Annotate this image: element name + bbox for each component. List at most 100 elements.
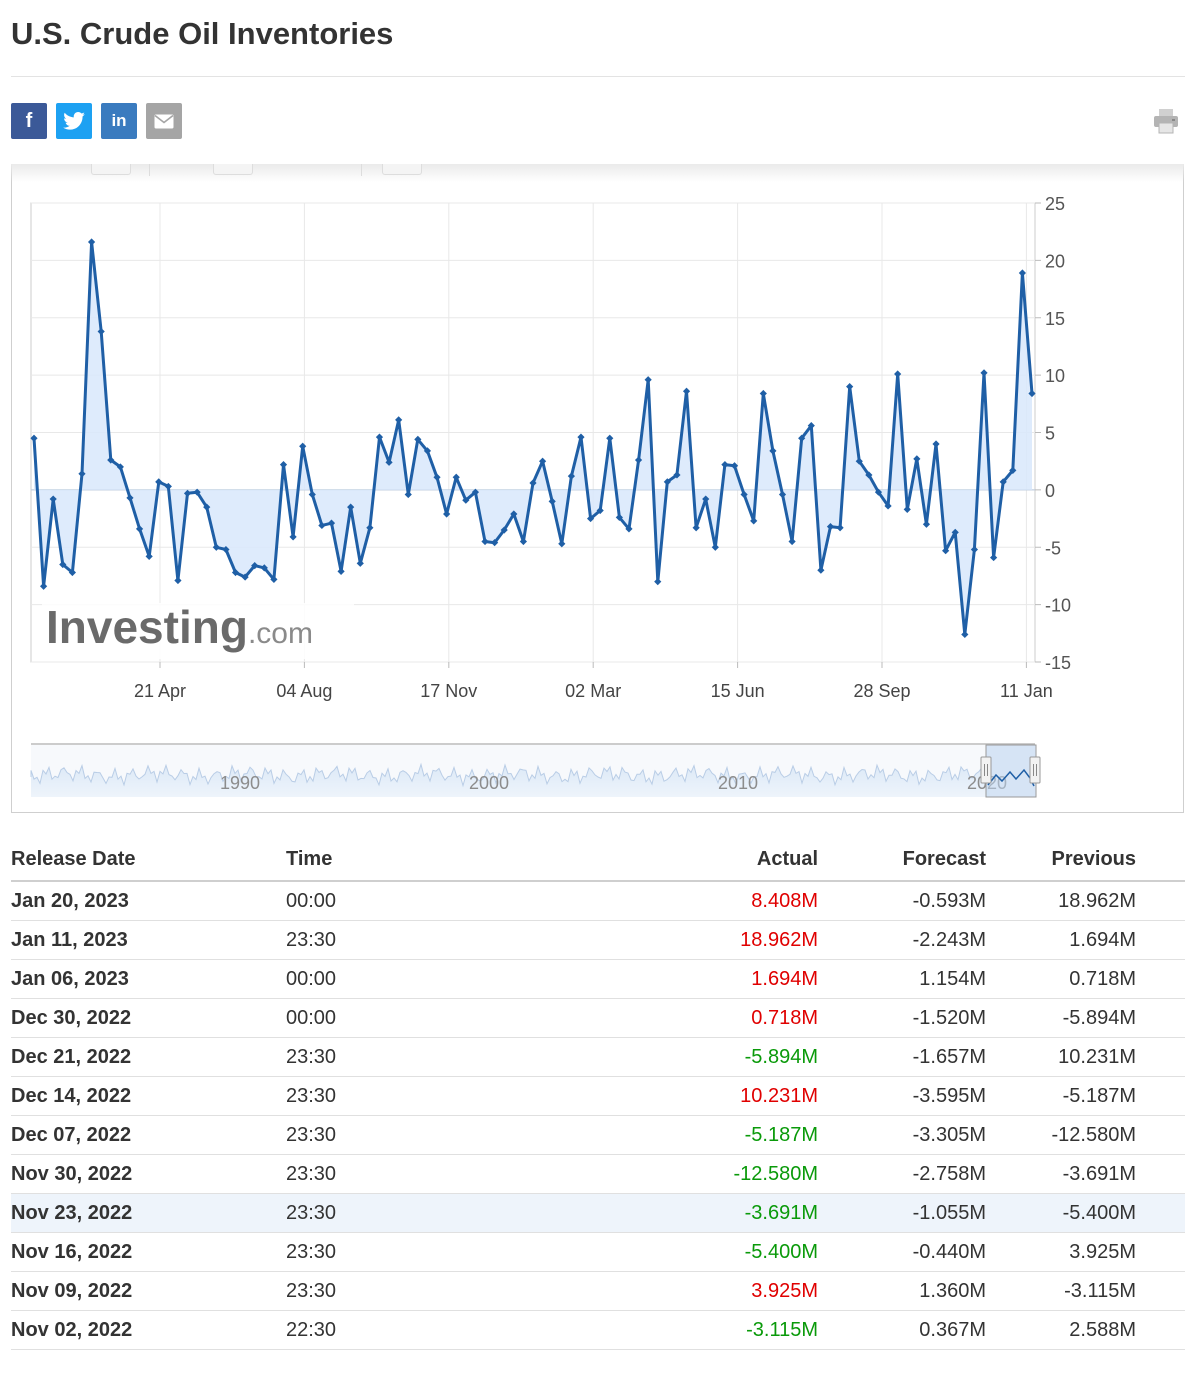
data-point[interactable] xyxy=(145,552,153,561)
data-point[interactable] xyxy=(155,478,163,486)
data-point[interactable] xyxy=(606,434,614,442)
facebook-share-button[interactable]: f xyxy=(11,103,47,139)
data-point[interactable] xyxy=(318,521,326,530)
data-point[interactable] xyxy=(481,537,489,546)
data-point[interactable] xyxy=(826,522,835,531)
data-point[interactable] xyxy=(769,447,777,455)
data-point[interactable] xyxy=(78,470,86,478)
data-point[interactable] xyxy=(778,490,787,499)
data-point[interactable] xyxy=(874,488,883,496)
email-share-button[interactable] xyxy=(146,103,182,139)
data-point[interactable] xyxy=(836,524,844,532)
data-point[interactable] xyxy=(251,562,259,570)
data-point[interactable] xyxy=(462,496,470,504)
data-point[interactable] xyxy=(740,490,748,499)
data-point[interactable] xyxy=(289,533,297,541)
data-point[interactable] xyxy=(500,526,508,534)
data-point[interactable] xyxy=(654,578,662,586)
data-point[interactable] xyxy=(260,564,268,572)
navigator-handle[interactable] xyxy=(980,756,992,784)
data-point[interactable] xyxy=(193,488,201,496)
data-point[interactable] xyxy=(471,488,480,496)
col-actual[interactable]: Actual xyxy=(586,838,818,882)
data-point[interactable] xyxy=(30,434,38,442)
data-point[interactable] xyxy=(49,495,57,503)
data-point[interactable] xyxy=(529,479,537,487)
col-time[interactable]: Time xyxy=(286,838,586,882)
data-point[interactable] xyxy=(730,462,739,470)
data-point[interactable] xyxy=(231,568,240,577)
data-point[interactable] xyxy=(548,497,556,505)
data-point[interactable] xyxy=(395,416,403,424)
data-point[interactable] xyxy=(558,540,566,548)
data-point[interactable] xyxy=(990,553,998,562)
data-point[interactable] xyxy=(423,447,432,455)
data-point[interactable] xyxy=(299,442,307,450)
data-point[interactable] xyxy=(212,543,220,551)
data-point[interactable] xyxy=(116,463,124,471)
data-point[interactable] xyxy=(164,482,172,491)
navigator-selection[interactable] xyxy=(985,744,1037,798)
data-point[interactable] xyxy=(750,517,758,525)
print-icon[interactable] xyxy=(1152,107,1180,135)
data-point[interactable] xyxy=(807,422,815,430)
data-point[interactable] xyxy=(183,489,192,497)
data-point[interactable] xyxy=(135,525,144,533)
data-point[interactable] xyxy=(241,573,249,581)
data-point[interactable] xyxy=(798,434,806,442)
data-point[interactable] xyxy=(932,440,940,448)
data-point[interactable] xyxy=(375,433,384,441)
col-previous[interactable]: Previous xyxy=(986,838,1136,882)
data-point[interactable] xyxy=(634,456,643,464)
data-point[interactable] xyxy=(337,567,345,575)
data-point[interactable] xyxy=(961,630,969,639)
data-point[interactable] xyxy=(222,545,230,554)
twitter-share-button[interactable] xyxy=(56,103,92,139)
data-point[interactable] xyxy=(510,510,518,518)
chart-toolbar-tab[interactable] xyxy=(213,164,253,175)
data-point[interactable] xyxy=(203,503,211,511)
data-point[interactable] xyxy=(519,537,528,546)
data-point[interactable] xyxy=(596,506,604,515)
data-point[interactable] xyxy=(759,389,767,398)
data-point[interactable] xyxy=(721,461,729,469)
data-point[interactable] xyxy=(59,560,67,569)
data-point[interactable] xyxy=(586,514,595,523)
navigator-handle[interactable] xyxy=(1029,756,1041,784)
data-point[interactable] xyxy=(174,576,182,585)
data-point[interactable] xyxy=(404,490,412,499)
data-point[interactable] xyxy=(922,520,931,528)
data-point[interactable] xyxy=(682,387,691,395)
data-point[interactable] xyxy=(894,370,902,378)
data-point[interactable] xyxy=(39,582,48,590)
data-point[interactable] xyxy=(443,510,451,518)
data-point[interactable] xyxy=(385,458,393,466)
data-point[interactable] xyxy=(107,456,115,464)
data-point[interactable] xyxy=(279,461,288,469)
data-point[interactable] xyxy=(865,471,873,479)
data-point[interactable] xyxy=(855,457,863,465)
data-point[interactable] xyxy=(97,327,105,336)
data-point[interactable] xyxy=(711,543,719,551)
data-point[interactable] xyxy=(999,478,1007,486)
data-point[interactable] xyxy=(846,383,854,391)
data-point[interactable] xyxy=(1009,466,1017,474)
col-release-date[interactable]: Release Date xyxy=(11,838,286,882)
chart-toolbar-tab[interactable] xyxy=(91,164,131,175)
data-point[interactable] xyxy=(980,369,988,377)
data-point[interactable] xyxy=(663,478,671,486)
data-point[interactable] xyxy=(433,473,441,481)
data-point[interactable] xyxy=(270,575,278,583)
data-point[interactable] xyxy=(903,505,911,513)
data-point[interactable] xyxy=(327,519,336,527)
data-point[interactable] xyxy=(673,471,681,479)
chart-toolbar-tab[interactable] xyxy=(382,164,422,175)
data-point[interactable] xyxy=(1018,269,1027,277)
data-point[interactable] xyxy=(884,502,892,510)
data-point[interactable] xyxy=(615,513,623,522)
data-point[interactable] xyxy=(366,524,374,532)
data-point[interactable] xyxy=(491,539,499,547)
data-point[interactable] xyxy=(347,503,355,511)
data-point[interactable] xyxy=(702,495,710,503)
data-point[interactable] xyxy=(951,528,959,536)
